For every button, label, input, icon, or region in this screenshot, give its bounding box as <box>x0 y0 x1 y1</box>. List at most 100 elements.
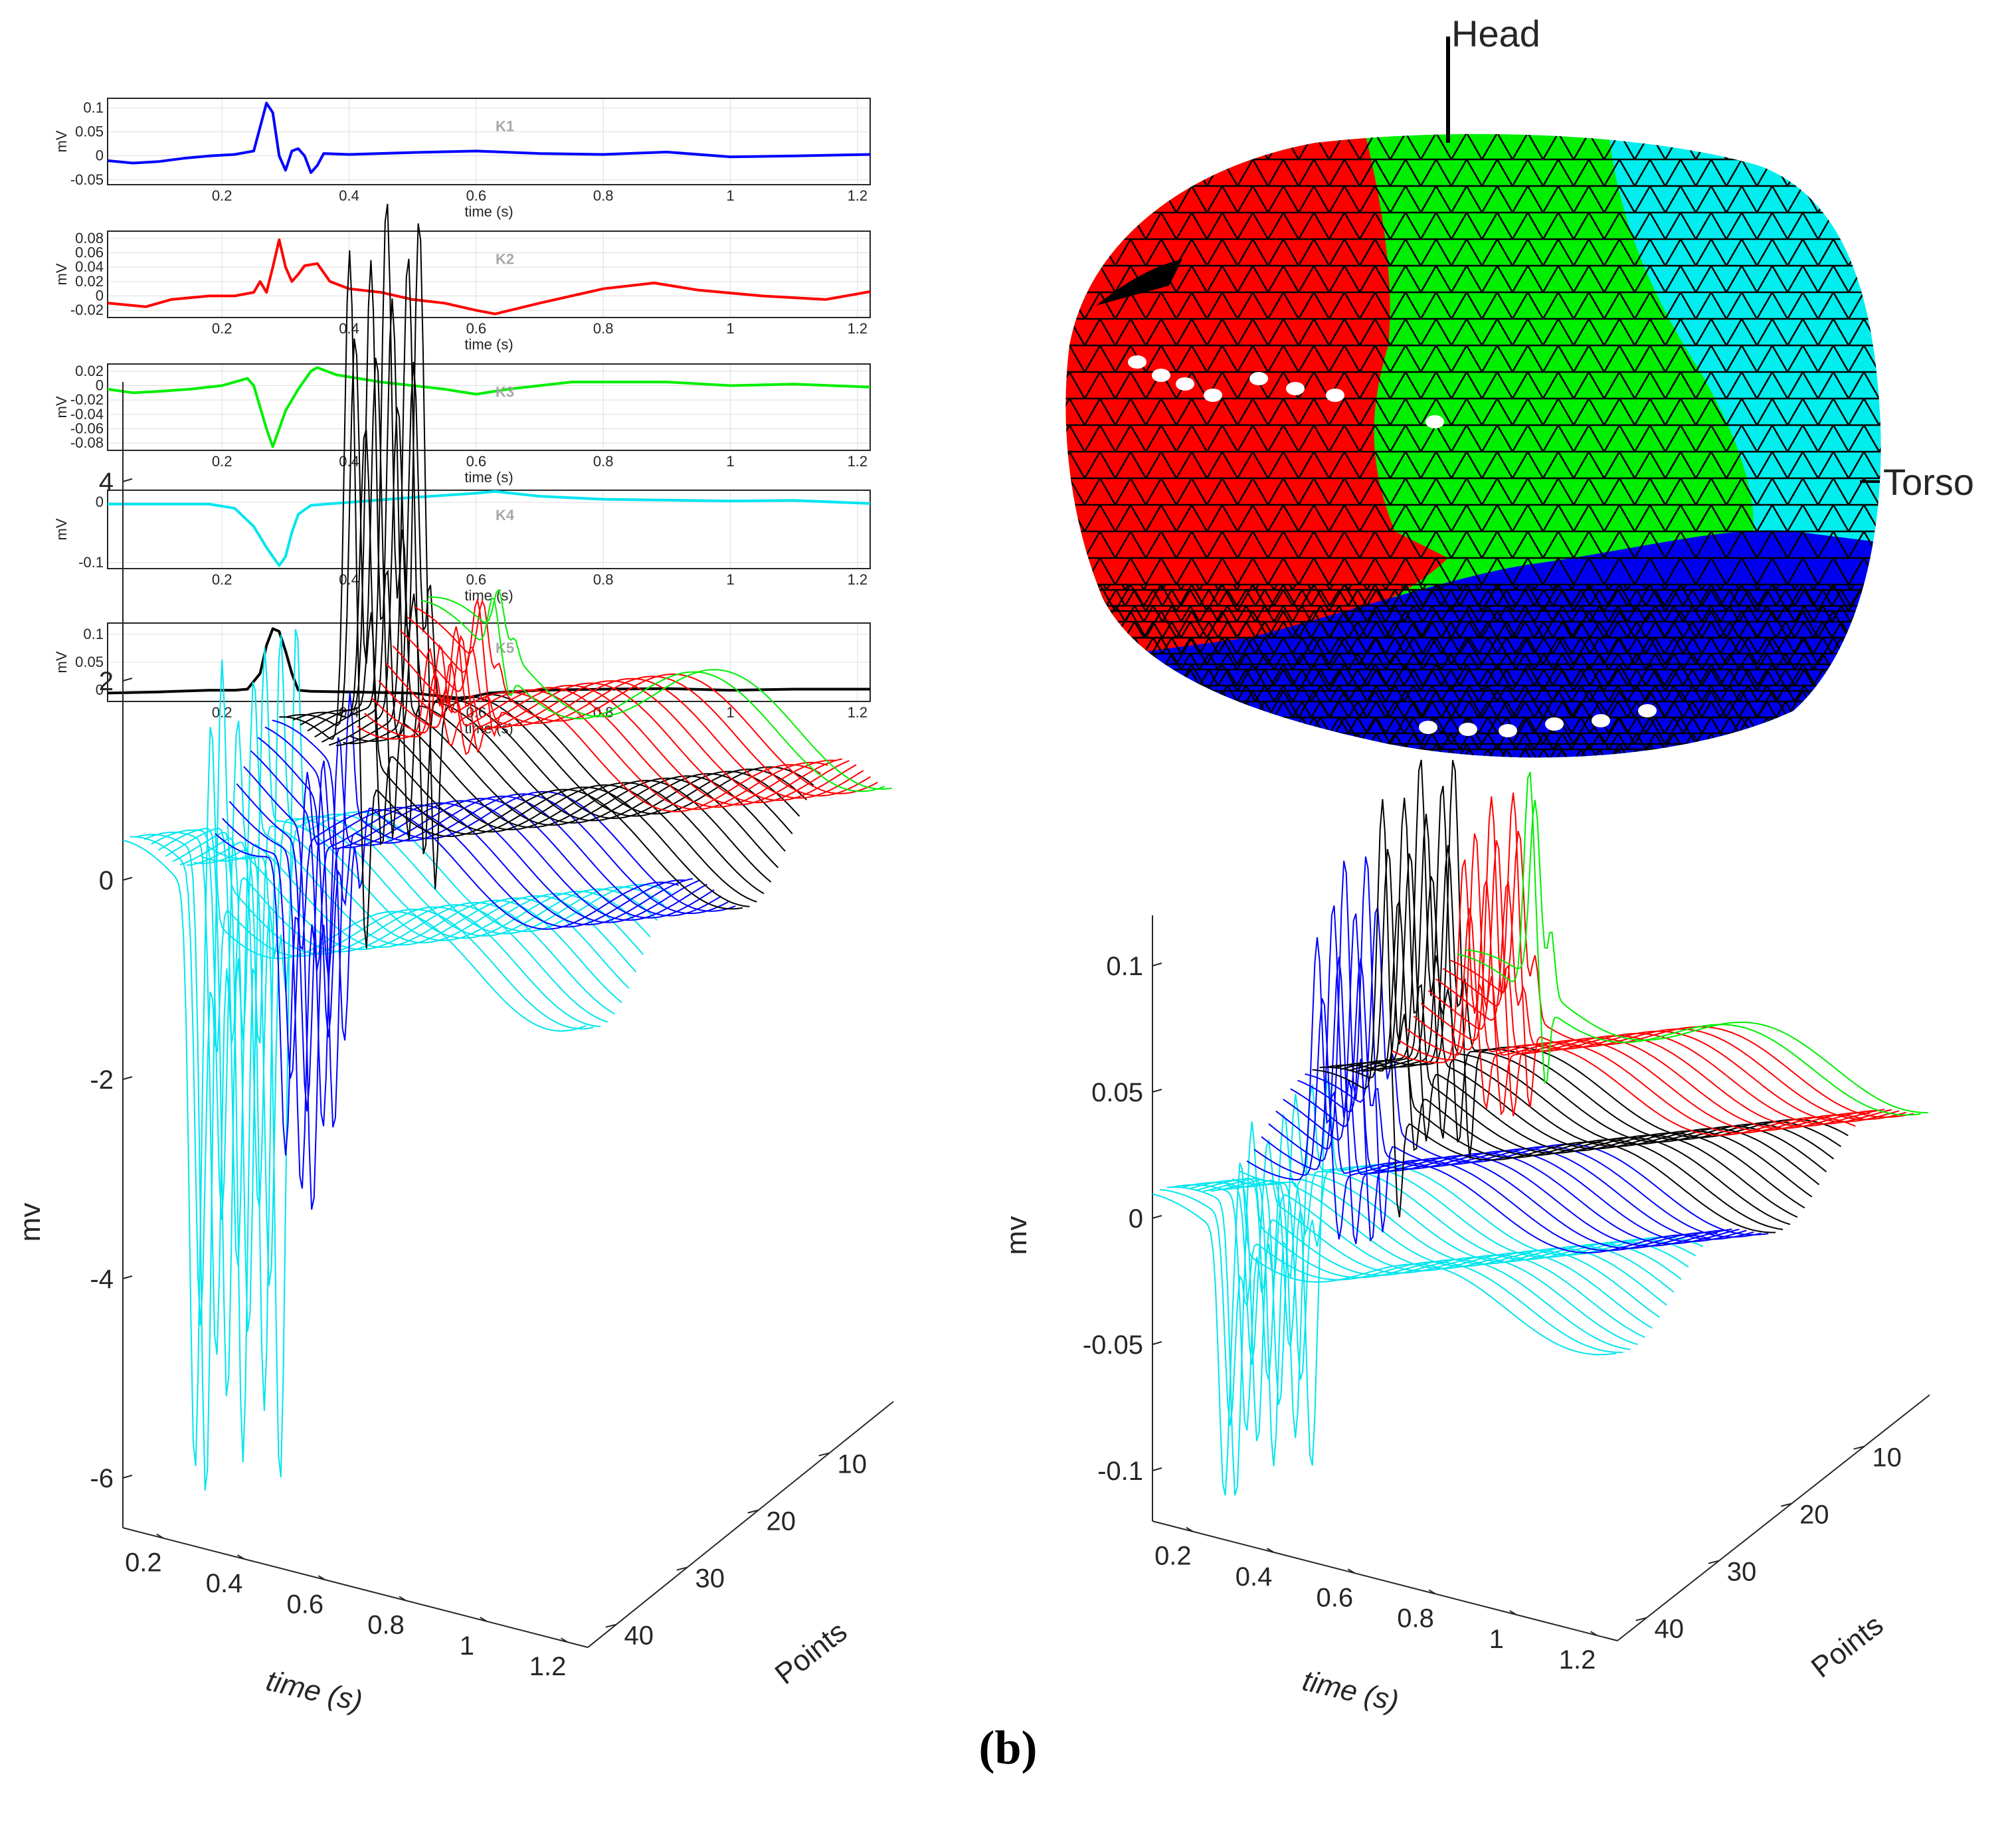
y-tick-label: -0.02 <box>70 391 104 408</box>
trace-blue <box>250 737 715 1127</box>
trace-green <box>1457 771 1921 1116</box>
axes-frame <box>107 363 871 451</box>
value-tick <box>1152 1089 1162 1093</box>
x-tick-label: 1 <box>726 187 734 204</box>
ecg-component-panels: 0.2 0.4 0.6 0.8 1 1.2 0.1 0.05 0 -0.05 K1 time (s) m… <box>53 98 871 737</box>
time-tick <box>561 1637 569 1643</box>
x-tick-label: 1 <box>726 704 734 721</box>
value-tick-label: 2 <box>99 667 114 696</box>
trace-red <box>1442 792 1907 1121</box>
value-tick-label: 0.05 <box>1091 1078 1143 1107</box>
series-label: K2 <box>496 250 514 267</box>
trace-blue <box>1268 957 1732 1247</box>
value-tick <box>1152 1467 1162 1471</box>
x-tick-label: 0.2 <box>212 187 232 204</box>
time-tick <box>1590 1631 1598 1637</box>
time-tick <box>399 1596 407 1602</box>
points-axis-line <box>1617 1394 1930 1641</box>
time-tick <box>1186 1526 1194 1532</box>
trace-cyan <box>201 813 665 1286</box>
value-axis-label: mv <box>1000 1216 1033 1255</box>
electrode-holes <box>1128 355 1657 737</box>
axes-frame <box>107 230 871 318</box>
y-axis-label: mV <box>53 130 70 152</box>
x-axis-label: time (s) <box>464 587 513 604</box>
points-tick-label: 40 <box>624 1621 654 1651</box>
y-tick-label: 0.02 <box>75 273 104 290</box>
trace-red <box>385 626 850 804</box>
time-tick-label: 1.2 <box>1559 1645 1596 1675</box>
trace-black <box>314 203 779 868</box>
mesh-edge-shadow <box>1096 259 1182 306</box>
x-tick-label: 0.4 <box>339 453 359 470</box>
x-axis-label: time (s) <box>464 336 513 353</box>
value-tick-label: -2 <box>90 1065 114 1095</box>
trace-cyan <box>179 647 644 1332</box>
time-tick-label: 1 <box>1489 1625 1504 1654</box>
trace-cyan <box>172 825 637 1463</box>
x-tick-label: 1.2 <box>848 704 868 721</box>
x-tick-label: 0.6 <box>466 187 487 204</box>
time-tick-label: 0.4 <box>206 1569 243 1598</box>
x-tick-label: 1 <box>726 320 734 337</box>
value-tick <box>122 1076 133 1080</box>
trace-red <box>1413 880 1878 1129</box>
time-axis-line <box>1152 1520 1618 1641</box>
y-tick-label: 0.02 <box>75 363 104 379</box>
y-axis-label: mV <box>53 518 70 540</box>
time-tick-label: 0.8 <box>1397 1604 1434 1633</box>
trace-red <box>1406 833 1871 1132</box>
trace-cyan <box>1210 1093 1675 1406</box>
trace-blue <box>1253 998 1718 1251</box>
y-tick-label: 0.04 <box>75 258 104 275</box>
trace-black <box>1377 845 1841 1148</box>
trace-green <box>428 589 892 790</box>
points-tick-label: 30 <box>1727 1558 1757 1587</box>
series-line-k5 <box>107 627 870 700</box>
trace-red <box>1399 908 1863 1134</box>
time-axis-label: time (s) <box>1299 1665 1402 1718</box>
trace-blue <box>1246 937 1710 1254</box>
y-tick-label: -0.06 <box>70 420 104 437</box>
y-tick-label: 0.05 <box>75 124 104 140</box>
trace-black <box>343 361 807 817</box>
trace-black <box>1312 799 1776 1234</box>
points-tick-label: 30 <box>695 1564 725 1594</box>
value-tick-label: -6 <box>90 1464 114 1493</box>
x-tick-label: 1.2 <box>848 453 868 470</box>
time-tick-label: 0.4 <box>1236 1562 1273 1592</box>
x-tick-label: 1.2 <box>848 187 868 204</box>
series-line-k4 <box>108 490 871 567</box>
points-tick-label: 20 <box>766 1507 796 1536</box>
trace-red <box>357 647 822 812</box>
trace-blue <box>1283 913 1747 1242</box>
value-tick <box>122 478 133 482</box>
y-tick-label: -0.04 <box>70 406 104 422</box>
torso-mesh: Head Torso <box>1065 13 1974 758</box>
series-line-k2 <box>107 238 871 316</box>
value-tick <box>1152 1215 1162 1219</box>
time-tick-label: 0.8 <box>367 1611 405 1640</box>
axes-frame <box>107 98 871 185</box>
trace-black <box>286 338 750 907</box>
value-tick-label: 0.1 <box>1106 952 1143 981</box>
x-tick-label: 1.2 <box>848 320 868 337</box>
axes-frame <box>107 490 871 569</box>
y-axis-label: mV <box>53 396 70 418</box>
time-tick <box>318 1575 325 1581</box>
value-axis-label: mv <box>14 1203 46 1242</box>
trace-cyan <box>1174 1184 1638 1431</box>
points-axis-line <box>587 1401 894 1648</box>
time-axis-line <box>122 1527 589 1648</box>
x-tick-label: 0.6 <box>466 571 487 588</box>
points-tick <box>1781 1503 1792 1507</box>
y-tick-label: 0.08 <box>75 230 104 246</box>
x-tick-label: 0.8 <box>593 453 614 470</box>
trace-green <box>1464 800 1928 1114</box>
trace-cyan <box>1196 1113 1660 1380</box>
trace-red <box>1435 881 1900 1123</box>
y-tick-label: -0.02 <box>70 302 104 318</box>
series-label: K4 <box>496 507 515 523</box>
value-tick-label: -4 <box>90 1265 114 1294</box>
